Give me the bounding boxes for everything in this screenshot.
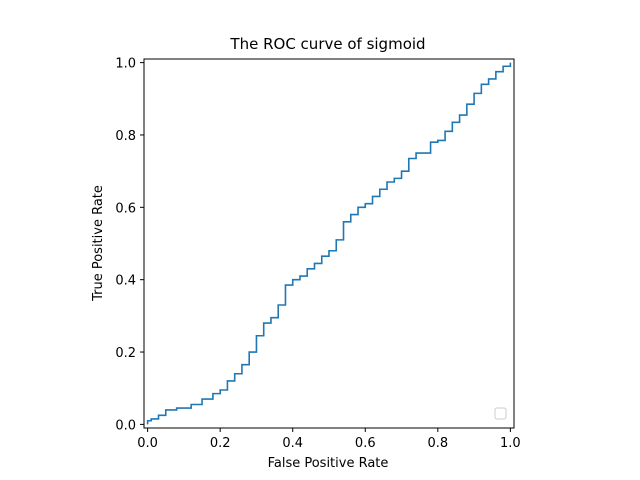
y-tick-label: 0.4 xyxy=(115,274,136,289)
x-axis-title: False Positive Rate xyxy=(268,456,389,471)
x-tick-label: 0.8 xyxy=(427,436,448,451)
x-tick-label: 0.2 xyxy=(210,436,231,451)
y-tick-label: 1.0 xyxy=(115,57,136,72)
x-tick-label: 0.6 xyxy=(355,436,376,451)
roc-series-line xyxy=(146,62,512,425)
y-tick-label: 0.2 xyxy=(115,346,136,361)
chart-title: The ROC curve of sigmoid xyxy=(229,35,425,53)
x-tick-label: 0.0 xyxy=(137,436,158,451)
plot-area: 0.0 0.2 0.4 0.6 0.8 1.0 0.0 0.2 0.4 0.6 0.8 1.0 xyxy=(115,57,520,451)
y-tick-label: 0.6 xyxy=(115,201,136,216)
x-tick-label: 1.0 xyxy=(500,436,521,451)
y-tick-label: 0.8 xyxy=(115,129,136,144)
legend-box xyxy=(494,407,507,420)
plot-frame xyxy=(143,58,515,429)
y-axis-title: True Positive Rate xyxy=(91,185,106,302)
x-tick-label: 0.4 xyxy=(282,436,303,451)
y-tick-label: 0.0 xyxy=(115,418,136,433)
